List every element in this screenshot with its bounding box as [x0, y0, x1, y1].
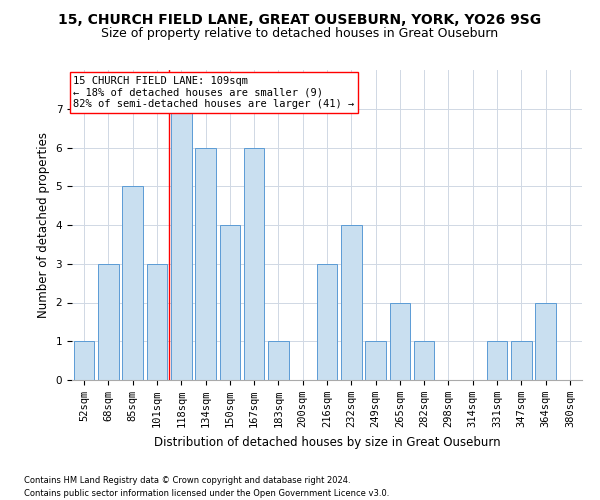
Y-axis label: Number of detached properties: Number of detached properties — [37, 132, 50, 318]
Bar — [74, 341, 94, 380]
Bar — [535, 302, 556, 380]
Bar — [98, 264, 119, 380]
Text: 15 CHURCH FIELD LANE: 109sqm
← 18% of detached houses are smaller (9)
82% of sem: 15 CHURCH FIELD LANE: 109sqm ← 18% of de… — [73, 76, 355, 109]
Bar — [389, 302, 410, 380]
Text: Size of property relative to detached houses in Great Ouseburn: Size of property relative to detached ho… — [101, 28, 499, 40]
X-axis label: Distribution of detached houses by size in Great Ouseburn: Distribution of detached houses by size … — [154, 436, 500, 448]
Text: Contains HM Land Registry data © Crown copyright and database right 2024.: Contains HM Land Registry data © Crown c… — [24, 476, 350, 485]
Bar — [414, 341, 434, 380]
Text: Contains public sector information licensed under the Open Government Licence v3: Contains public sector information licen… — [24, 488, 389, 498]
Bar — [195, 148, 216, 380]
Bar — [511, 341, 532, 380]
Bar — [220, 225, 240, 380]
Bar — [487, 341, 508, 380]
Bar — [268, 341, 289, 380]
Bar — [171, 109, 191, 380]
Bar — [146, 264, 167, 380]
Bar — [341, 225, 362, 380]
Bar — [317, 264, 337, 380]
Bar — [365, 341, 386, 380]
Bar — [122, 186, 143, 380]
Text: 15, CHURCH FIELD LANE, GREAT OUSEBURN, YORK, YO26 9SG: 15, CHURCH FIELD LANE, GREAT OUSEBURN, Y… — [58, 12, 542, 26]
Bar — [244, 148, 265, 380]
